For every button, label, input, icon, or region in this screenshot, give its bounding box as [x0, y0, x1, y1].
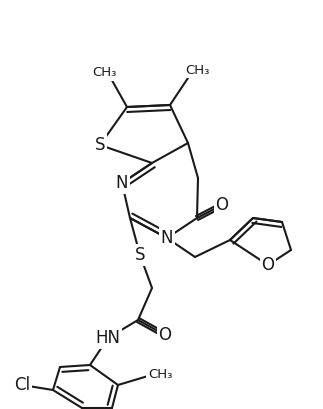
Text: O: O	[215, 196, 228, 214]
Text: N: N	[116, 174, 128, 192]
Text: CH₃: CH₃	[185, 63, 209, 76]
Text: O: O	[262, 256, 275, 274]
Text: CH₃: CH₃	[148, 368, 172, 380]
Text: CH₃: CH₃	[92, 67, 116, 79]
Text: N: N	[161, 229, 173, 247]
Text: Cl: Cl	[14, 376, 30, 394]
Text: HN: HN	[96, 329, 120, 347]
Text: S: S	[95, 136, 105, 154]
Text: O: O	[159, 326, 172, 344]
Text: S: S	[135, 246, 145, 264]
